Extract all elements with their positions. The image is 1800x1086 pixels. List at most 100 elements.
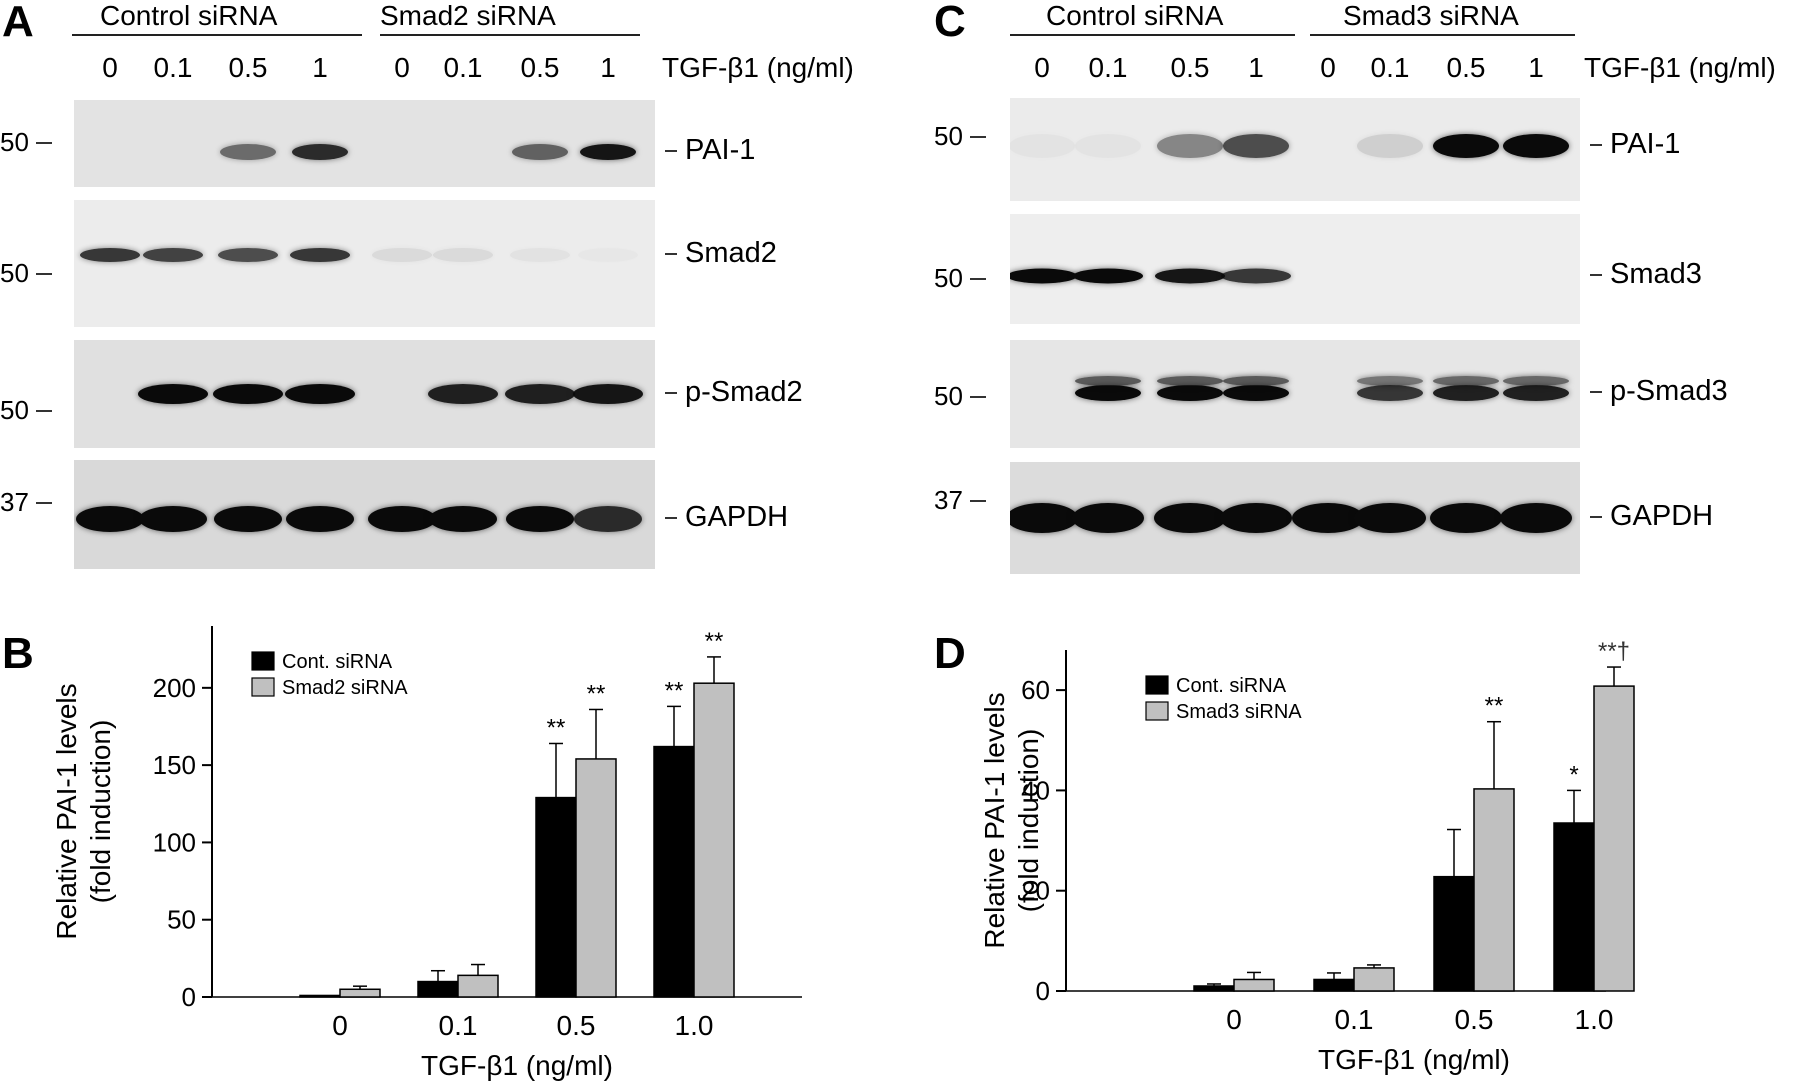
protein-label-group: GAPDH [1590,502,1713,531]
y-tick-label: 0 [182,982,196,1012]
mw-marker: 50 [934,121,963,151]
x-tick-label: 0.1 [1335,1004,1374,1035]
protein-label-group: Smad2 [665,239,777,268]
x-tick-label: 0.5 [557,1010,596,1041]
bar [653,745,695,998]
blot-band [1223,134,1289,158]
blot-band [506,506,574,532]
blot-band [368,506,436,532]
blot-band [580,144,636,160]
blot-band [1292,503,1364,533]
group-underline [72,34,362,36]
blot-gapdh [74,460,655,569]
blot-band [1154,503,1226,533]
blot-band [220,144,276,160]
protein-label-group: p-Smad2 [665,378,803,407]
protein-label: GAPDH [685,501,789,533]
blot-band [218,248,278,262]
lane-label: 0 [1034,52,1050,83]
legend-swatch [251,677,275,697]
mw-tick [36,273,52,275]
x-tick-label: 0 [1226,1004,1242,1035]
blot-band [574,506,642,532]
y-tick-label: 20 [1021,876,1050,906]
lane-label: 0.1 [1370,52,1410,83]
y-axis-label: (fold induction) [85,720,116,904]
blot-smad2 [74,200,655,327]
bar [1233,978,1275,992]
panel-label-d: D [934,629,966,678]
panel-label-a: A [2,0,34,46]
blot-band [1157,134,1223,158]
blot-p-smad2 [74,340,655,448]
protein-label-group: Smad3 [1590,260,1702,289]
blot-band [139,506,207,532]
y-tick-label: 60 [1021,675,1050,705]
bar [693,682,735,998]
blot-band [214,506,282,532]
mw-tick [970,278,986,280]
blot-band [1157,376,1223,386]
bar [1593,685,1635,992]
bar [535,796,577,998]
blot-band [1503,385,1569,401]
blot-band [1221,268,1291,284]
legend-label: Smad2 siRNA [282,677,408,699]
blot-band [1075,134,1141,158]
blot-band [1010,134,1075,158]
blot-band [1430,503,1502,533]
lane-label: 1 [600,52,616,83]
group-label-smad3: Smad3 siRNA [1343,0,1519,31]
mw-tick [970,136,986,138]
protein-label: Smad3 [1610,258,1702,290]
bar [1193,985,1235,992]
blot-band [1073,268,1143,284]
group-label-smad2: Smad2 siRNA [380,0,556,31]
y-tick-label: 200 [153,673,196,703]
bar [457,974,499,998]
bar [1473,788,1515,992]
bar-chart-d: 0 20 40 60 Relative PAI-1 levels (fold induct… [979,638,1635,1075]
group-label-control-a: Control siRNA [100,0,278,31]
group-underline [380,34,640,36]
y-axis-label: Relative PAI-1 levels [51,683,82,939]
protein-label: PAI-1 [685,134,756,166]
blot-band [1357,385,1423,401]
x-axis-label: TGF-β1 (ng/ml) [1318,1044,1510,1075]
significance-mark: **† [1598,638,1630,665]
blot-band [505,384,575,404]
lane-label: 0 [102,52,118,83]
mw-marker: 50 [0,127,29,157]
y-tick-label: 0 [1036,976,1050,1006]
blot-band [1075,385,1141,401]
blot-band [1155,268,1225,284]
blot-band [1357,134,1423,158]
blot-band [1354,503,1426,533]
group-underline [1010,34,1295,36]
mw-tick [970,500,986,502]
blot-band [372,248,432,262]
lane-label: 0.5 [1446,52,1486,83]
blot-band [138,384,208,404]
y-tick-label: 150 [153,750,196,780]
bar [417,980,459,998]
protein-label-group: GAPDH [665,503,788,532]
bar [339,988,381,998]
lane-label: 1 [312,52,328,83]
y-axis-label: Relative PAI-1 levels [979,692,1010,948]
blot-band [1223,385,1289,401]
blot-band [1433,385,1499,401]
y-tick-label: 40 [1021,775,1050,805]
x-axis-label: TGF-β1 (ng/ml) [421,1050,613,1081]
blot-band [433,248,493,262]
x-tick-label: 1.0 [675,1010,714,1041]
mw-marker: 50 [934,381,963,411]
protein-label-group: p-Smad3 [1590,377,1728,406]
lane-label: 0.5 [228,52,268,83]
protein-label: Smad2 [685,237,777,269]
blot-band [573,384,643,404]
blot-band [1157,385,1223,401]
blot-band [285,384,355,404]
treatment-label-c: TGF-β1 (ng/ml) [1584,52,1776,83]
blot-band [143,248,203,262]
